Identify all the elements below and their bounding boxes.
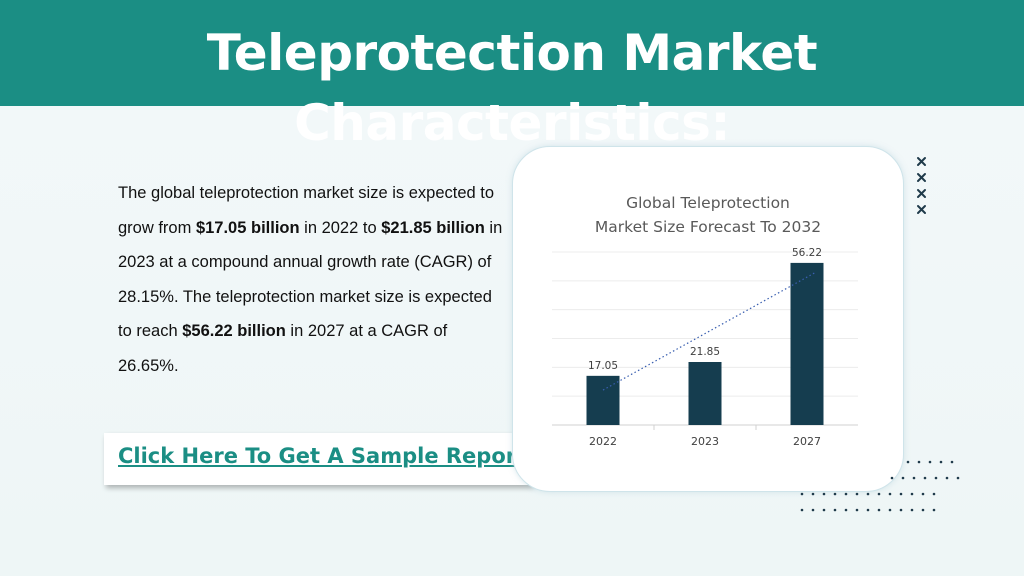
description-mid1: in 2022 to — [299, 218, 382, 237]
x-tick-2023: 2023 — [691, 435, 719, 448]
decor-dot — [956, 476, 960, 480]
decor-dot — [890, 476, 894, 480]
chart-bars — [586, 262, 824, 425]
value-2023: $21.85 billion — [381, 218, 485, 237]
decor-dot — [855, 492, 859, 496]
decor-dot — [844, 492, 848, 496]
decor-dot — [844, 508, 848, 512]
description-end: in 2027 at a CAGR of 26.65%. — [118, 322, 448, 375]
value-2022: $17.05 billion — [195, 218, 300, 237]
decor-dot — [822, 492, 826, 496]
value-2027: $56.22 billion — [182, 322, 286, 340]
description-intro: The global teleprotection market size is… — [118, 184, 495, 237]
decor-dot — [912, 476, 916, 480]
x-tick-2027: 2027 — [793, 435, 821, 448]
data-label-2027: 56.22 — [792, 247, 822, 259]
decor-dot — [833, 508, 837, 512]
decor-dot — [906, 460, 910, 464]
decor-dot — [888, 508, 892, 512]
sample-report-button[interactable]: Click Here To Get A Sample Report — [104, 433, 532, 485]
chart-labels: 17.05 2022 21.85 2023 56.22 2027 — [588, 247, 822, 448]
decor-dot — [888, 492, 892, 496]
decor-dot — [921, 508, 925, 512]
decor-dot — [910, 508, 914, 512]
bar-2023 — [688, 361, 722, 425]
decor-dot — [899, 508, 903, 512]
decor-dot — [910, 492, 914, 496]
decor-dot — [866, 508, 870, 512]
decor-dot — [877, 508, 881, 512]
decor-dot — [939, 460, 943, 464]
chart-trendline — [602, 272, 816, 391]
decor-dot — [877, 492, 881, 496]
market-description: The global teleprotection market size is… — [118, 176, 508, 383]
chart-card — [512, 146, 904, 492]
decor-dot — [932, 508, 936, 512]
decor-dot — [932, 492, 936, 496]
decor-dot — [945, 476, 949, 480]
chart-title-line1: Global Teleprotection — [626, 194, 790, 212]
decor-dot — [822, 508, 826, 512]
decor-dot — [855, 508, 859, 512]
decor-dot — [899, 492, 903, 496]
x-marks-decoration — [917, 157, 926, 214]
decor-dot — [923, 476, 927, 480]
decor-dot — [901, 476, 905, 480]
dot-grid-decoration — [800, 460, 960, 512]
bar-2027 — [790, 262, 824, 425]
decor-dot — [934, 476, 938, 480]
trendline — [602, 272, 816, 391]
decor-dot — [811, 492, 815, 496]
decor-dot — [800, 492, 804, 496]
chart-title-line2: Market Size Forecast To 2032 — [594, 218, 822, 236]
data-label-2023: 21.85 — [690, 346, 720, 358]
decor-dot — [917, 460, 921, 464]
data-label-2022: 17.05 — [588, 360, 618, 372]
decor-dot — [928, 460, 932, 464]
description-mid2: in 2023 at a compound annual growth rate… — [118, 218, 503, 341]
decor-dot — [833, 492, 837, 496]
x-tick-2022: 2022 — [589, 435, 617, 448]
chart-title: Global Teleprotection Market Size Foreca… — [512, 191, 904, 239]
decor-dot — [866, 492, 870, 496]
sample-report-link[interactable]: Click Here To Get A Sample Report — [118, 444, 527, 468]
page-title: Teleprotection Market Characteristics: — [206, 24, 818, 152]
decor-dot — [950, 460, 954, 464]
decor-dot — [811, 508, 815, 512]
header-banner: Teleprotection Market Characteristics: — [0, 0, 1024, 152]
decor-dot — [921, 492, 925, 496]
decor-dot — [800, 508, 804, 512]
